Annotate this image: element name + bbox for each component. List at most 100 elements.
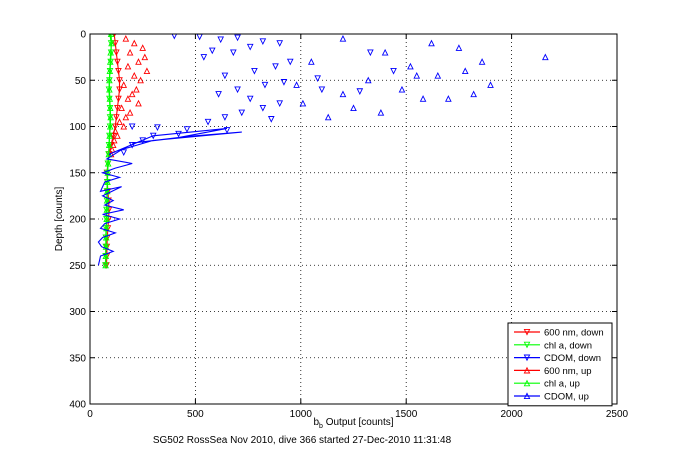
data-point [221,72,229,80]
tick-layer: 0 500 1000 1500 2000 2500 0 50 100 150 200 250 300 35… [69,30,628,421]
data-point [116,86,123,94]
data-point [377,109,385,116]
legend-box [507,322,613,407]
y-tick-label: 200 [69,215,86,226]
legend-label: chl a, down [544,340,592,351]
data-point [339,35,347,42]
data-point [434,72,442,79]
data-point [122,35,130,42]
data-point [113,114,120,121]
data-point [541,53,549,61]
data-point [135,58,142,65]
data-point [259,38,267,46]
x-axis-label-main: b [313,417,319,428]
data-point [130,39,138,47]
data-point [115,67,122,75]
data-point [413,72,421,79]
data-point [324,113,332,121]
data-layer [97,34,549,269]
data-point [272,63,279,70]
legend-label: CDOM, up [544,392,589,403]
data-point [390,67,397,75]
x-tick-label: 2000 [500,409,523,420]
x-tick-label: 1500 [395,409,418,420]
data-point [350,104,357,112]
series-line-6 [97,127,242,266]
data-point [196,34,203,41]
data-point [107,34,115,38]
legend-marker [523,354,531,362]
data-point [234,86,241,94]
data-point [470,90,477,98]
x-axis-label-sub: b [319,423,323,430]
data-point [116,118,123,125]
y-tick-label: 400 [69,400,86,411]
data-point [238,109,246,117]
data-point [141,53,149,61]
data-point [114,58,121,66]
data-point [200,54,208,61]
data-point [106,104,114,112]
data-point [102,233,110,241]
y-tick-label: 250 [69,261,86,272]
data-point [120,149,128,157]
y-tick-label: 100 [69,122,86,133]
y-axis-label: Depth [counts] [54,187,65,252]
data-point [208,47,216,55]
data-point [114,132,121,139]
data-point [120,122,128,130]
y-tick-label: 150 [69,168,86,179]
data-point [407,62,414,70]
data-point [487,81,494,88]
data-point [276,40,284,47]
data-point [111,40,119,47]
data-point [120,81,128,88]
series-2 [120,34,397,157]
data-point [398,85,406,93]
legend-marker [523,366,531,374]
x-tick-label: 0 [87,409,93,420]
x-tick-label: 500 [187,409,204,420]
data-point [105,141,113,149]
data-point [139,44,147,51]
data-point [428,39,435,47]
data-point [103,215,110,223]
data-point [234,34,241,42]
data-point [118,104,125,112]
series-line-4 [105,34,113,266]
series-6 [97,127,242,266]
data-point [110,136,118,144]
data-point [103,224,110,232]
data-point [137,76,144,84]
x-tick-label: 1000 [290,409,313,420]
data-point [124,62,132,70]
data-point [115,95,122,103]
y-tick-label: 300 [69,307,86,318]
data-point [478,58,486,65]
data-point [318,86,326,94]
data-point [103,196,111,204]
data-point [106,67,114,75]
data-point [339,90,347,98]
data-point [367,49,374,57]
legend-label: 600 nm, down [544,328,604,339]
x-tick-label: 2500 [606,409,629,420]
data-point [314,75,321,83]
data-point [133,85,140,93]
chart-footer: SG502 RossSea Nov 2010, dive 366 started… [153,435,452,446]
data-point [299,99,307,107]
data-point [276,100,284,107]
data-point [171,34,178,40]
data-point [381,48,389,56]
data-point [102,243,110,250]
legend-label: 600 nm, up [544,366,592,377]
data-point [280,79,288,86]
data-point [259,104,267,112]
data-point [106,85,113,93]
data-point [106,122,114,130]
legend-label: chl a, up [544,379,580,390]
data-point [106,76,113,84]
data-point [128,90,136,98]
